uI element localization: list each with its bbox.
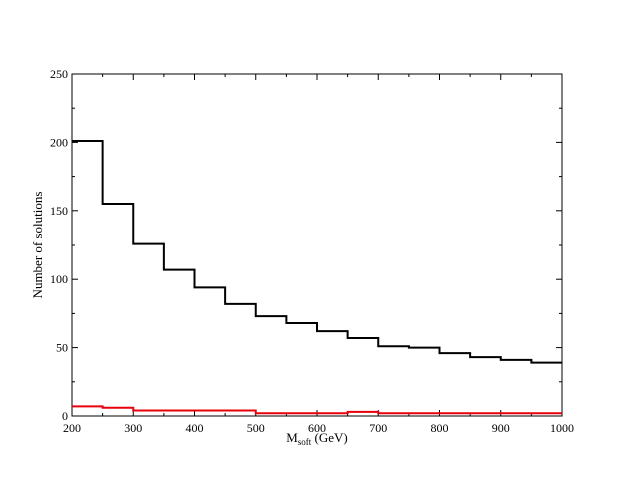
histogram-bin	[440, 351, 471, 355]
y-tick-label: 150	[50, 204, 68, 218]
histogram-bin	[378, 344, 409, 348]
histogram-bin	[409, 411, 440, 415]
histogram-bin	[133, 409, 164, 413]
y-tick-label: 100	[50, 272, 68, 286]
x-tick-label: 700	[369, 421, 387, 435]
histogram-bin	[72, 139, 103, 143]
histogram-bin	[164, 268, 195, 272]
histogram-bin	[501, 411, 532, 415]
x-tick-label: 900	[492, 421, 510, 435]
histogram-bin	[409, 346, 440, 350]
histogram-bin	[286, 411, 317, 415]
x-axis-title-main: M	[286, 430, 298, 445]
x-tick-label: 1000	[550, 421, 574, 435]
x-tick-label: 800	[431, 421, 449, 435]
series-1	[72, 404, 562, 415]
histogram-bin	[317, 411, 348, 415]
x-tick-label: 500	[247, 421, 265, 435]
y-tick-label: 250	[50, 67, 68, 81]
histogram-bin	[501, 358, 532, 362]
histogram-bin	[440, 411, 471, 415]
histogram-bin	[195, 285, 226, 289]
y-tick-label: 0	[62, 409, 68, 423]
y-tick-label: 200	[50, 135, 68, 149]
histogram-bin	[317, 329, 348, 333]
y-axis-ticks: 0 50 100 150 200 250	[50, 67, 562, 423]
histogram-bin	[378, 411, 409, 415]
histogram-bin	[256, 411, 287, 415]
histogram-bin	[470, 411, 501, 415]
histogram-bin	[348, 336, 379, 340]
y-tick-label: 50	[56, 341, 68, 355]
histogram-bin	[470, 355, 501, 359]
histogram-bin	[348, 410, 379, 414]
series-0	[72, 139, 562, 365]
histogram-bin	[72, 404, 103, 408]
histogram-bin	[225, 409, 256, 413]
histogram-bin	[103, 406, 134, 410]
histogram-bin	[256, 314, 287, 318]
x-axis-title: Msoft (GeV)	[286, 430, 348, 447]
histogram-bin	[133, 242, 164, 246]
histogram-bin	[164, 409, 195, 413]
series-step-line	[72, 140, 562, 364]
histogram-bin	[531, 361, 562, 365]
x-axis-title-sub: soft	[298, 437, 312, 447]
y-axis-title: Number of solutions	[30, 192, 45, 299]
x-axis-ticks: 200 300 400 500 600 700 800 900 1000	[63, 74, 574, 435]
histogram-bin	[225, 302, 256, 306]
x-tick-label: 300	[124, 421, 142, 435]
x-tick-label: 200	[63, 421, 81, 435]
x-axis-title-unit: (GeV)	[311, 430, 347, 445]
histogram-bin	[286, 321, 317, 325]
series-layer	[72, 139, 562, 415]
histogram-bin	[103, 202, 134, 206]
histogram-bin	[531, 411, 562, 415]
histogram-bin	[195, 409, 226, 413]
series-step-line	[72, 405, 562, 415]
x-tick-label: 400	[186, 421, 204, 435]
x-tick-label: 600	[308, 421, 326, 435]
